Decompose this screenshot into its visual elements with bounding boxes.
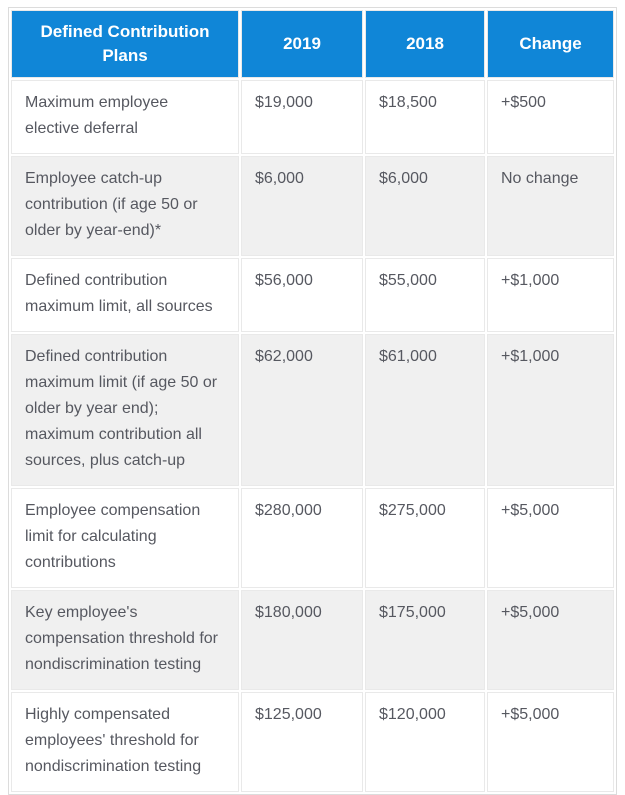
retirement-contribution-limits-table: Defined Contribution Plans 2019 2018 Cha… [8,7,617,795]
value-cell-2019: $280,000 [241,488,363,588]
row-label-cell: Defined contribution maximum limit, all … [11,258,239,332]
row-label-cell: Maximum employee elective deferral [11,80,239,154]
change-cell: +$500 [487,80,614,154]
row-label-cell: Defined contribution maximum limit (if a… [11,334,239,486]
row-label-cell: Key employee's compensation threshold fo… [11,590,239,690]
table-row: Maximum employee elective deferral $19,0… [11,80,614,154]
value-cell-2018: $6,000 [365,156,485,256]
row-label-cell: Highly compensated employees' threshold … [11,692,239,792]
value-cell-2019: $56,000 [241,258,363,332]
change-cell: +$5,000 [487,488,614,588]
change-cell: +$1,000 [487,334,614,486]
value-cell-2018: $275,000 [365,488,485,588]
value-cell-2019: $180,000 [241,590,363,690]
row-label-cell: Employee catch-up contribution (if age 5… [11,156,239,256]
value-cell-2018: $175,000 [365,590,485,690]
table-row: Defined contribution maximum limit, all … [11,258,614,332]
value-cell-2019: $62,000 [241,334,363,486]
value-cell-2019: $125,000 [241,692,363,792]
change-cell: +$5,000 [487,692,614,792]
table-row: Employee catch-up contribution (if age 5… [11,156,614,256]
table-body: Maximum employee elective deferral $19,0… [11,80,614,792]
value-cell-2018: $18,500 [365,80,485,154]
change-cell: +$1,000 [487,258,614,332]
value-cell-2018: $120,000 [365,692,485,792]
header-row: Defined Contribution Plans 2019 2018 Cha… [11,10,614,78]
value-cell-2019: $6,000 [241,156,363,256]
table-row: Defined contribution maximum limit (if a… [11,334,614,486]
row-label-cell: Employee compensation limit for calculat… [11,488,239,588]
table-row: Key employee's compensation threshold fo… [11,590,614,690]
table-row: Highly compensated employees' threshold … [11,692,614,792]
change-cell: No change [487,156,614,256]
column-header-2019: 2019 [241,10,363,78]
column-header-2018: 2018 [365,10,485,78]
change-cell: +$5,000 [487,590,614,690]
column-header-plans: Defined Contribution Plans [11,10,239,78]
value-cell-2019: $19,000 [241,80,363,154]
value-cell-2018: $61,000 [365,334,485,486]
value-cell-2018: $55,000 [365,258,485,332]
table-row: Employee compensation limit for calculat… [11,488,614,588]
column-header-change: Change [487,10,614,78]
